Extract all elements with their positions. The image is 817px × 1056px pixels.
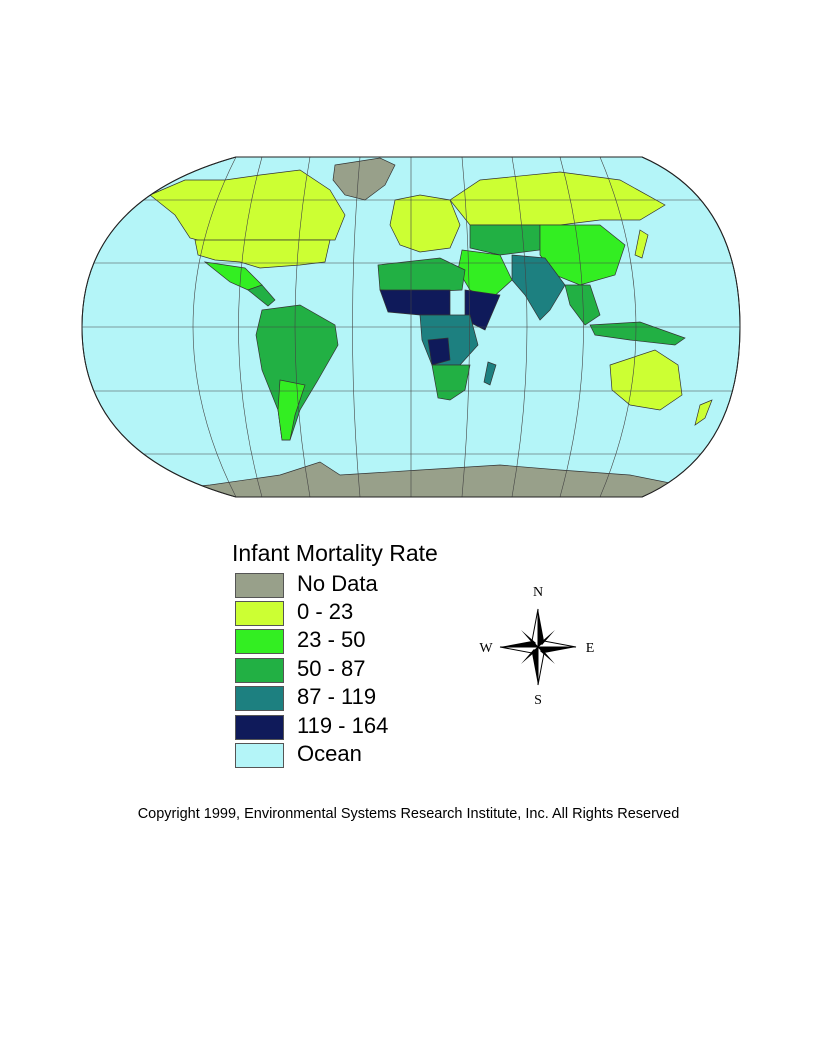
region-madagascar xyxy=(483,361,497,386)
legend-swatch xyxy=(235,743,284,768)
region-canada xyxy=(149,169,346,243)
region-congo xyxy=(427,337,451,366)
legend-swatch xyxy=(235,601,284,626)
region-central-asia xyxy=(469,224,541,256)
region-argentina xyxy=(277,379,306,441)
region-sahel xyxy=(379,289,451,316)
legend-swatch xyxy=(235,629,284,654)
region-horn-of-africa xyxy=(464,289,501,331)
region-usa xyxy=(194,239,331,269)
region-europe xyxy=(389,194,461,253)
graticule xyxy=(82,157,740,497)
legend-swatch xyxy=(235,573,284,598)
copyright-notice: Copyright 1999, Environmental Systems Re… xyxy=(137,806,680,822)
legend-label: 119 - 164 xyxy=(297,713,389,738)
legend-label: Ocean xyxy=(297,741,362,766)
legend-label: 50 - 87 xyxy=(297,656,366,681)
region-australia xyxy=(609,349,683,411)
compass-east-label: E xyxy=(586,641,595,656)
world-map xyxy=(81,156,741,498)
compass-rose: N S E W xyxy=(479,585,595,708)
region-new-zealand xyxy=(694,399,713,426)
compass-star-icon xyxy=(499,608,577,686)
compass-north-label: N xyxy=(533,585,543,600)
globe-border xyxy=(81,156,741,498)
legend-swatch xyxy=(235,686,284,711)
legend-label: 0 - 23 xyxy=(297,599,354,624)
region-central-america xyxy=(247,284,276,307)
legend-label: 87 - 119 xyxy=(297,684,377,709)
region-indonesia xyxy=(589,321,686,346)
region-south-america xyxy=(255,304,339,441)
legend-swatch xyxy=(235,658,284,683)
region-japan xyxy=(634,229,649,259)
legend-label: 23 - 50 xyxy=(297,627,366,652)
compass-south-label: S xyxy=(534,693,542,708)
compass-west-label: W xyxy=(479,641,493,656)
legend-label: No Data xyxy=(297,571,378,596)
legend-swatch xyxy=(235,715,284,740)
region-greenland xyxy=(332,157,396,201)
legend-title: Infant Mortality Rate xyxy=(232,540,438,566)
region-southeast-asia xyxy=(564,284,601,326)
